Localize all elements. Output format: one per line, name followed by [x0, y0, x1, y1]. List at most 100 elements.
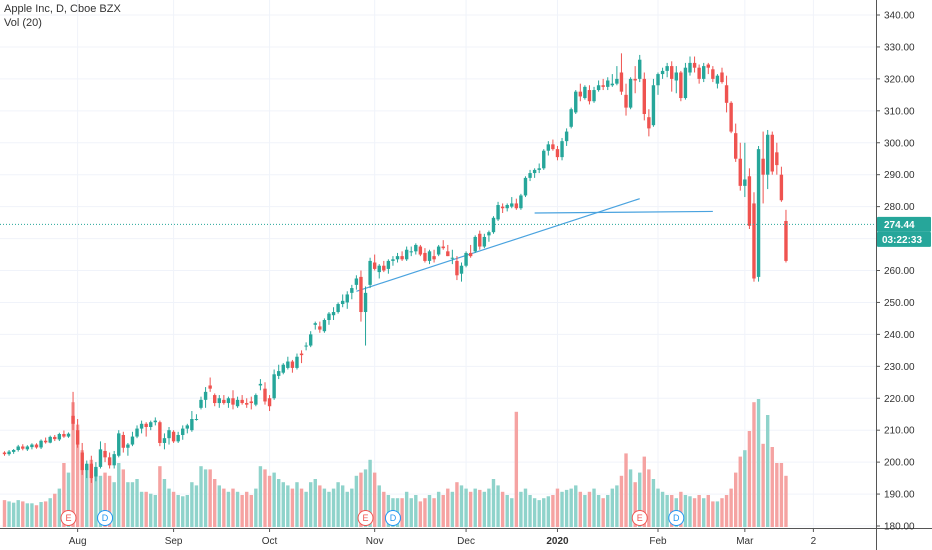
candle-body	[747, 176, 752, 226]
candle	[702, 62, 706, 83]
candle-body	[66, 433, 71, 437]
candle-body	[194, 419, 199, 421]
candle	[208, 377, 212, 392]
volume-bar	[528, 495, 532, 527]
candle	[660, 67, 665, 79]
candle	[624, 83, 628, 116]
candle-body	[171, 431, 176, 442]
candle	[98, 441, 103, 469]
candle-body	[738, 158, 742, 186]
candle	[404, 246, 409, 261]
volume-bar	[117, 463, 121, 527]
volume-bar	[514, 411, 519, 527]
candle-body	[752, 203, 756, 279]
candle	[217, 395, 221, 408]
candle	[692, 56, 697, 73]
candle-body	[368, 260, 372, 285]
candle	[350, 284, 354, 300]
volume-bar	[304, 491, 308, 527]
volume-bar	[432, 498, 436, 527]
candle-body	[21, 446, 25, 449]
volume-bar	[505, 495, 509, 527]
candle	[414, 243, 418, 255]
candle-body	[162, 438, 167, 443]
candle-body	[455, 260, 459, 276]
candle-body	[734, 133, 738, 159]
volume-bar	[94, 469, 98, 527]
volume-bar	[249, 495, 253, 527]
time-tick-label: Feb	[649, 536, 667, 547]
volume-bar	[340, 485, 345, 527]
candle-body	[153, 420, 158, 423]
candle-body	[213, 395, 217, 404]
volume-bar	[254, 488, 258, 527]
candle	[770, 131, 774, 175]
candle-body	[327, 313, 331, 321]
volume-bar	[619, 475, 624, 527]
candle	[331, 307, 336, 321]
candle-body	[304, 345, 308, 347]
candle	[756, 145, 761, 282]
candle	[290, 359, 295, 373]
candle-body	[409, 251, 413, 253]
candle	[528, 169, 532, 182]
volume-bar	[770, 447, 774, 527]
volume-bar	[692, 498, 697, 527]
volume-bar	[327, 491, 331, 527]
candle	[775, 142, 779, 175]
volume-bar	[409, 498, 413, 527]
candle	[596, 80, 601, 92]
candle	[578, 83, 583, 102]
volume-bar	[11, 502, 16, 527]
grid	[0, 0, 876, 528]
candle	[226, 396, 231, 408]
candle-body	[692, 62, 697, 68]
time-tick-label: Sep	[165, 536, 183, 547]
volume-bar	[683, 495, 688, 527]
candle-body	[30, 444, 34, 448]
candle	[144, 422, 148, 437]
candle	[126, 442, 130, 456]
volume-bar	[765, 415, 770, 527]
volume-bar	[181, 496, 185, 527]
candle	[487, 230, 491, 242]
price-tick-label: 320.00	[884, 74, 915, 85]
candle-body	[345, 294, 349, 303]
candle	[642, 72, 646, 121]
candle	[720, 67, 724, 84]
price-tick-label: 200.00	[884, 458, 915, 469]
candle-body	[450, 257, 455, 259]
volume-bar	[322, 488, 327, 527]
event-letter: E	[363, 513, 369, 523]
candle	[308, 331, 313, 348]
candle-body	[372, 262, 377, 269]
candle	[468, 244, 473, 258]
candle-body	[167, 430, 171, 439]
candle	[500, 203, 505, 214]
volume-bar	[30, 503, 34, 527]
volume-bar	[455, 482, 459, 527]
candle	[628, 77, 633, 110]
price-axis[interactable]	[876, 0, 932, 550]
candle	[231, 390, 235, 410]
candle-body	[404, 249, 409, 260]
candle	[295, 353, 299, 370]
volume-bar	[43, 501, 48, 527]
candle-body	[336, 304, 340, 313]
candle	[254, 393, 258, 407]
candle-body	[514, 203, 519, 209]
candle-body	[619, 72, 624, 92]
price-tick-label: 190.00	[884, 490, 915, 501]
volume-bar	[592, 488, 596, 527]
candle	[103, 442, 107, 463]
volume-bar	[651, 479, 656, 527]
volume-bar	[213, 479, 217, 527]
volume-bar	[450, 491, 455, 527]
candle-body	[43, 440, 48, 443]
candle-body	[62, 434, 66, 437]
volume-bar	[487, 488, 491, 527]
candle	[734, 123, 738, 162]
candle	[706, 62, 710, 75]
candle-body	[729, 102, 733, 132]
